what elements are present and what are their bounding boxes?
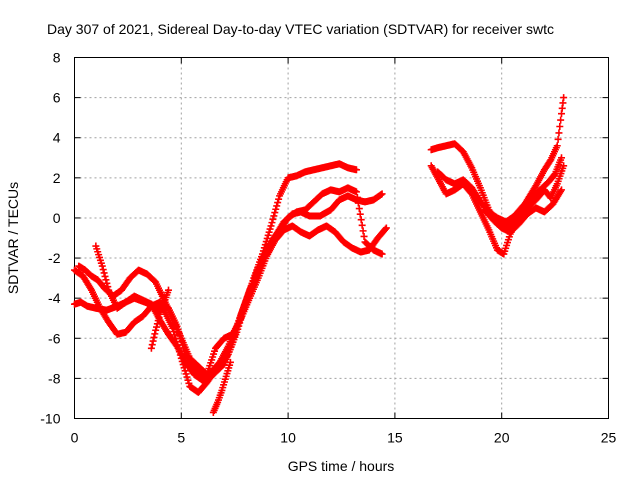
x-tick-label: 15 bbox=[387, 430, 403, 446]
data-point bbox=[358, 221, 366, 229]
data-point bbox=[353, 193, 361, 201]
data-point bbox=[154, 317, 162, 325]
x-tick-label: 0 bbox=[71, 430, 79, 446]
x-axis-label: GPS time / hours bbox=[288, 458, 395, 474]
data-point bbox=[273, 202, 281, 210]
data-point bbox=[152, 326, 160, 334]
y-tick-label: -10 bbox=[40, 411, 60, 427]
series-track-3 bbox=[75, 222, 390, 378]
series-track-5 bbox=[147, 286, 172, 352]
data-point bbox=[553, 142, 561, 150]
y-tick-label: -8 bbox=[48, 370, 61, 386]
data-point bbox=[554, 135, 562, 143]
data-point bbox=[555, 129, 563, 137]
tick-labels: 0 5 10 15 20 25 -10 -8 -6 -4 -2 0 2 4 6 8 bbox=[40, 50, 616, 446]
data-point bbox=[558, 186, 566, 194]
series-track-10 bbox=[481, 186, 566, 236]
data-point bbox=[98, 262, 106, 270]
data-point bbox=[101, 272, 109, 280]
data-point bbox=[271, 209, 279, 217]
data-point bbox=[382, 224, 390, 232]
data-point bbox=[378, 190, 386, 198]
data-point bbox=[354, 199, 362, 207]
data-point bbox=[151, 330, 159, 338]
data-point bbox=[275, 195, 283, 203]
data-point bbox=[270, 212, 278, 220]
data-point bbox=[148, 341, 156, 349]
y-tick-label: -2 bbox=[48, 250, 61, 266]
data-point bbox=[153, 323, 161, 331]
y-tick-label: -6 bbox=[48, 330, 61, 346]
y-tick-label: 2 bbox=[53, 170, 61, 186]
data-point bbox=[147, 344, 155, 352]
data-point bbox=[272, 205, 280, 213]
data-point bbox=[556, 122, 564, 130]
x-tick-label: 10 bbox=[280, 430, 296, 446]
data-point bbox=[102, 276, 110, 284]
data-point bbox=[355, 205, 363, 213]
data-point bbox=[274, 199, 282, 207]
x-tick-label: 25 bbox=[601, 430, 617, 446]
series-track-6 bbox=[209, 358, 234, 416]
data-point bbox=[149, 337, 157, 345]
data-point bbox=[268, 219, 276, 227]
data-point bbox=[381, 225, 389, 233]
series-track-8 bbox=[427, 162, 568, 258]
y-tick-label: 8 bbox=[53, 50, 61, 66]
data-point bbox=[153, 320, 161, 328]
data-point bbox=[357, 216, 365, 224]
data-point bbox=[557, 116, 565, 124]
data-point bbox=[359, 227, 367, 235]
data-point bbox=[352, 188, 360, 196]
plot-frame bbox=[74, 57, 609, 419]
data-point bbox=[558, 154, 566, 162]
axis-ticks bbox=[74, 57, 609, 419]
y-tick-label: 4 bbox=[53, 130, 61, 146]
data-point bbox=[155, 313, 163, 321]
data-point bbox=[164, 286, 172, 294]
data-point bbox=[226, 358, 234, 366]
y-tick-label: 0 bbox=[53, 210, 61, 226]
data-point bbox=[100, 269, 108, 277]
data-point bbox=[267, 222, 275, 230]
data-point bbox=[104, 283, 112, 291]
data-points bbox=[71, 94, 568, 416]
data-point bbox=[360, 232, 368, 240]
y-tick-label: 6 bbox=[53, 90, 61, 106]
data-point bbox=[269, 215, 277, 223]
data-point bbox=[560, 162, 568, 170]
data-point bbox=[103, 279, 111, 287]
chart-title: Day 307 of 2021, Sidereal Day-to-day VTE… bbox=[47, 21, 554, 37]
y-tick-label: -4 bbox=[48, 290, 61, 306]
y-axis-label: SDTVAR / TECUs bbox=[5, 182, 21, 294]
x-tick-label: 5 bbox=[177, 430, 185, 446]
x-tick-label: 20 bbox=[494, 430, 510, 446]
data-point bbox=[352, 166, 360, 174]
series-track-9 bbox=[434, 154, 566, 226]
data-point bbox=[378, 250, 386, 258]
data-point bbox=[150, 333, 158, 341]
data-point bbox=[356, 210, 364, 218]
data-point bbox=[99, 266, 107, 274]
data-point bbox=[560, 94, 568, 102]
grid-lines bbox=[74, 57, 609, 419]
